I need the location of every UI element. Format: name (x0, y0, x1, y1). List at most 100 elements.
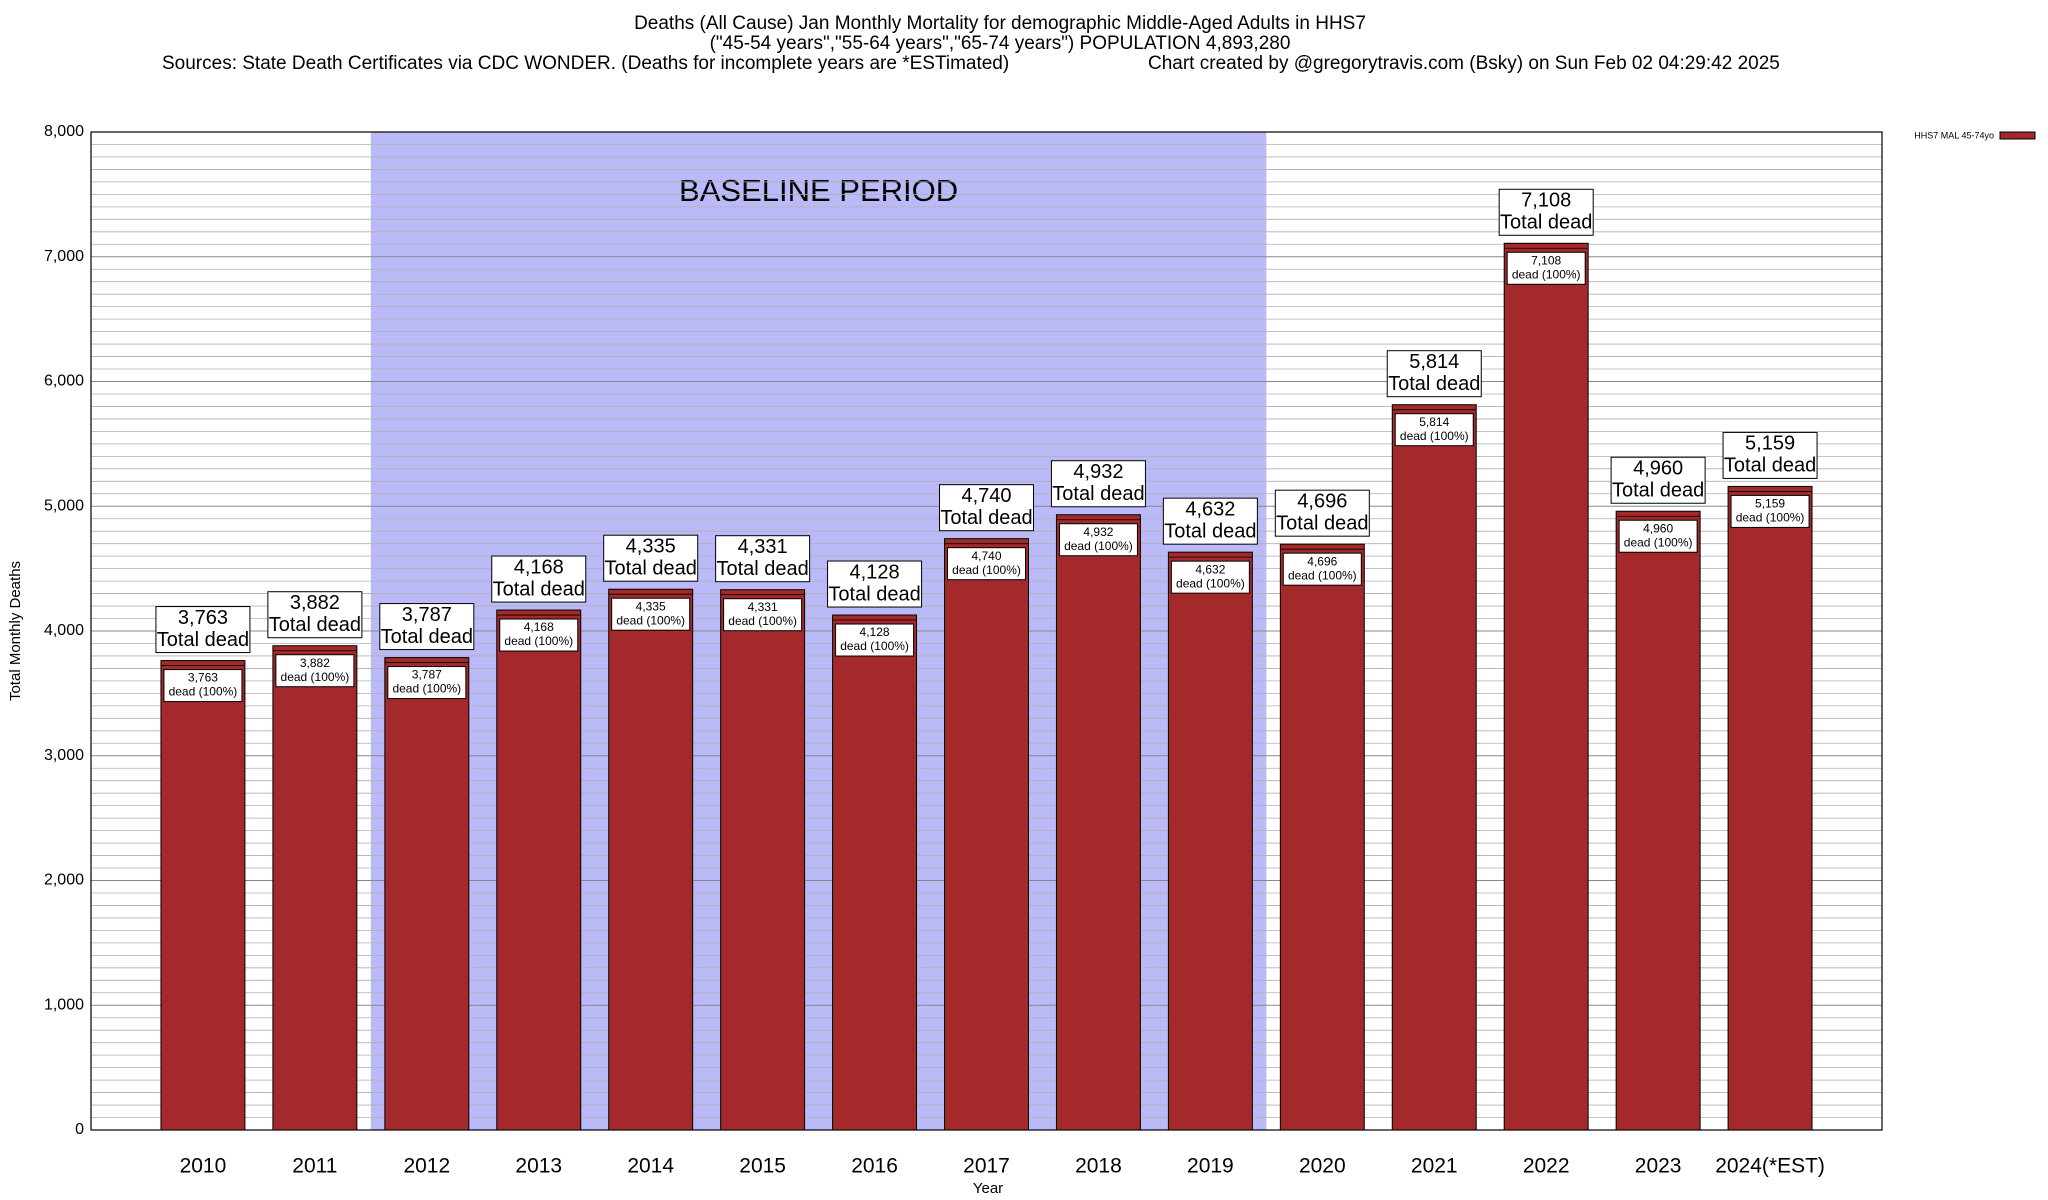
value-label: 4,632 (1185, 498, 1235, 520)
bar (832, 614, 918, 1131)
inner-label-caption: dead (100%) (281, 670, 350, 684)
inner-label-box (835, 623, 915, 657)
inner-label-caption: dead (100%) (616, 613, 685, 627)
inner-value-label: 5,159 (1755, 497, 1785, 511)
chart-subtitle: ("45-54 years","55-64 years","65-74 year… (710, 33, 1291, 54)
x-tick-label: 2015 (739, 1155, 786, 1178)
inner-label-box (1394, 413, 1474, 447)
value-label-caption: Total dead (1276, 512, 1368, 534)
value-label-box (603, 534, 699, 582)
legend-swatch (1999, 131, 2036, 140)
inner-label-box (275, 654, 355, 688)
inner-value-label: 7,108 (1531, 253, 1561, 267)
value-label-box (1498, 188, 1594, 236)
inner-value-label: 4,331 (748, 600, 778, 614)
value-label: 3,882 (290, 592, 340, 614)
value-label-caption: Total dead (1724, 455, 1816, 477)
y-tick-label: 2,000 (44, 872, 84, 889)
x-tick-label: 2020 (1299, 1155, 1346, 1178)
x-tick-label: 2016 (851, 1155, 898, 1178)
inner-label-caption: dead (100%) (1624, 535, 1693, 549)
baseline-annotation: BASELINE PERIOD (679, 173, 958, 208)
value-label-box (827, 560, 923, 608)
inner-label-box (1506, 251, 1586, 285)
bar (160, 660, 246, 1131)
value-label: 4,128 (850, 561, 900, 583)
value-label: 4,960 (1633, 458, 1683, 480)
inner-value-label: 4,696 (1307, 554, 1337, 568)
source-note: Sources: State Death Certificates via CD… (162, 53, 1009, 74)
x-tick-label: 2019 (1187, 1155, 1234, 1178)
x-tick-label: 2018 (1075, 1155, 1122, 1178)
x-tick-label: 2011 (292, 1155, 337, 1178)
inner-value-label: 4,740 (971, 549, 1001, 563)
y-tick-label: 1,000 (44, 996, 84, 1013)
inner-label-caption: dead (100%) (504, 634, 573, 648)
inner-label-caption: dead (100%) (1288, 568, 1357, 582)
value-label-box (379, 603, 475, 651)
inner-label-box (723, 598, 803, 632)
inner-value-label: 4,960 (1643, 521, 1673, 535)
value-label-caption: Total dead (940, 507, 1032, 529)
value-label-box (491, 555, 587, 603)
value-label-caption: Total dead (1500, 212, 1592, 234)
value-label: 5,159 (1745, 433, 1795, 455)
inner-label-caption: dead (100%) (728, 614, 797, 628)
bar (1391, 404, 1477, 1131)
value-label-caption: Total dead (605, 557, 697, 579)
bar (1503, 242, 1589, 1131)
value-label-caption: Total dead (493, 578, 585, 600)
x-tick-label: 2024(*EST) (1715, 1155, 1825, 1178)
inner-label-caption: dead (100%) (1512, 267, 1581, 281)
value-label-caption: Total dead (1164, 520, 1256, 542)
y-tick-label: 6,000 (44, 373, 84, 390)
inner-value-label: 3,763 (188, 671, 218, 685)
y-tick-label: 0 (75, 1121, 84, 1138)
value-label: 4,335 (626, 535, 676, 557)
inner-label-caption: dead (100%) (1176, 576, 1245, 590)
inner-value-label: 3,787 (412, 668, 442, 682)
bar (608, 588, 694, 1131)
x-tick-label: 2013 (515, 1155, 562, 1178)
value-label: 3,763 (178, 607, 228, 629)
inner-label-box (611, 597, 691, 631)
inner-label-box (499, 618, 579, 652)
inner-label-box (163, 669, 243, 703)
value-label-box (1610, 456, 1706, 504)
value-label-box (1274, 489, 1370, 537)
value-label-box (267, 591, 363, 639)
bar (720, 589, 806, 1131)
inner-label-box (387, 666, 467, 700)
x-tick-label: 2021 (1411, 1155, 1458, 1178)
y-tick-label: 3,000 (44, 747, 84, 764)
inner-label-caption: dead (100%) (952, 563, 1021, 577)
value-label-caption: Total dead (1388, 373, 1480, 395)
value-label-box (1722, 431, 1818, 479)
value-label-box (939, 484, 1034, 532)
y-axis-label: Total Monthly Deaths (7, 561, 24, 701)
bar (1055, 514, 1141, 1131)
inner-label-box (1170, 560, 1250, 594)
value-label-caption: Total dead (157, 629, 249, 651)
value-label-caption: Total dead (381, 626, 473, 648)
bar (1279, 543, 1365, 1131)
y-tick-label: 5,000 (44, 497, 84, 514)
bar (1615, 510, 1701, 1131)
inner-label-box (947, 547, 1026, 581)
inner-label-caption: dead (100%) (169, 685, 238, 699)
inner-value-label: 4,932 (1083, 525, 1113, 539)
value-label-caption: Total dead (1612, 480, 1704, 502)
inner-label-caption: dead (100%) (1400, 429, 1469, 443)
inner-label-box (1282, 552, 1362, 586)
inner-label-caption: dead (100%) (1736, 511, 1805, 525)
bar (944, 538, 1029, 1131)
inner-value-label: 4,335 (636, 599, 666, 613)
value-label: 5,814 (1409, 351, 1459, 373)
x-tick-label: 2017 (963, 1155, 1010, 1178)
value-label: 3,787 (402, 604, 452, 626)
value-label-caption: Total dead (828, 583, 920, 605)
inner-value-label: 4,168 (524, 620, 554, 634)
value-label-box (715, 535, 811, 583)
value-label-caption: Total dead (1052, 483, 1144, 505)
bar (1167, 551, 1253, 1131)
